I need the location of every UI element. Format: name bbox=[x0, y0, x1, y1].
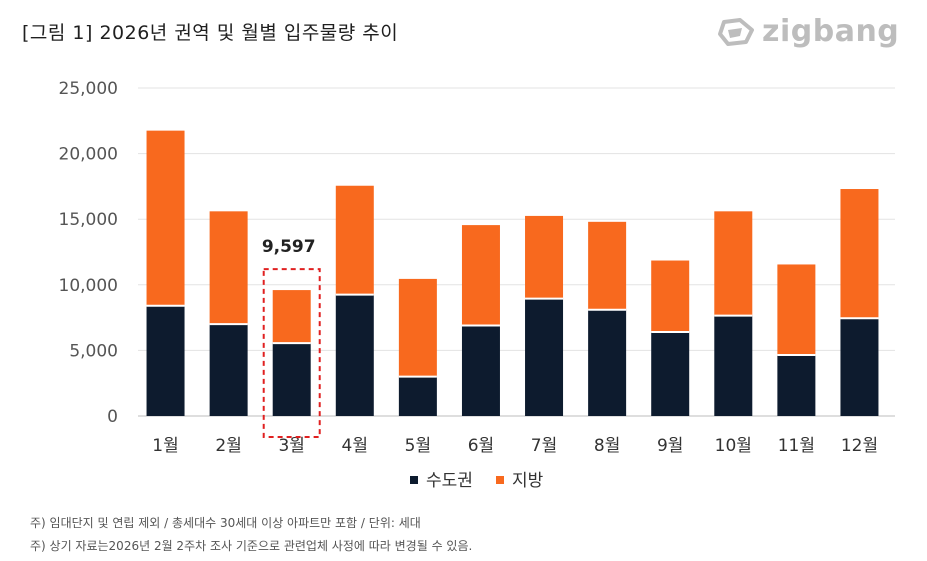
legend-swatch bbox=[410, 476, 418, 484]
bar-regional bbox=[588, 221, 627, 310]
x-tick-label: 7월 bbox=[531, 436, 557, 456]
bar-metro bbox=[588, 309, 627, 416]
bar-metro bbox=[461, 325, 500, 416]
x-tick-label: 10월 bbox=[715, 436, 752, 456]
x-tick-label: 3월 bbox=[278, 436, 304, 456]
x-tick-label: 4월 bbox=[342, 436, 368, 456]
bar-metro bbox=[714, 315, 753, 416]
y-tick-label: 10,000 bbox=[59, 276, 118, 296]
legend-label: 수도권 bbox=[426, 471, 473, 491]
bar-regional bbox=[209, 211, 248, 325]
x-tick-label: 9월 bbox=[657, 436, 683, 456]
y-tick-label: 0 bbox=[107, 407, 118, 427]
bar-metro bbox=[398, 376, 437, 416]
zigbang-logo-text: zigbang bbox=[762, 14, 900, 49]
zigbang-logo-icon bbox=[718, 17, 754, 46]
bar-regional bbox=[714, 211, 753, 316]
footnote-2: 주) 상기 자료는2026년 2월 2주차 조사 기준으로 관련업체 사정에 따… bbox=[30, 539, 473, 553]
zigbang-logo: zigbang bbox=[716, 14, 899, 49]
x-tick-label: 11월 bbox=[778, 436, 815, 456]
bar-metro bbox=[777, 354, 816, 416]
x-tick-label: 12월 bbox=[841, 436, 878, 456]
bar-metro bbox=[840, 318, 879, 416]
y-tick-label: 20,000 bbox=[59, 145, 118, 165]
bar-regional bbox=[777, 264, 816, 355]
bar-regional bbox=[335, 185, 374, 295]
highlight-box bbox=[262, 268, 321, 439]
y-tick-label: 5,000 bbox=[69, 341, 118, 361]
bar-regional bbox=[398, 278, 437, 377]
bar-regional bbox=[146, 130, 185, 306]
bar-regional bbox=[461, 225, 500, 326]
bar-metro bbox=[209, 324, 248, 416]
bar-regional bbox=[525, 215, 564, 299]
x-tick-label: 6월 bbox=[468, 436, 494, 456]
legend-swatch bbox=[496, 476, 504, 484]
footnotes: 주) 임대단지 및 연립 제외 / 총세대수 30세대 이상 아파트만 포함 /… bbox=[30, 512, 472, 558]
bar-metro bbox=[651, 332, 690, 416]
bar-metro bbox=[525, 298, 564, 416]
bar-regional bbox=[272, 290, 311, 344]
bar-metro bbox=[272, 343, 311, 416]
x-tick-label: 1월 bbox=[152, 436, 178, 456]
highlight-value-label: 9,597 bbox=[262, 237, 316, 257]
bar-regional bbox=[840, 189, 879, 319]
x-tick-label: 8월 bbox=[594, 436, 620, 456]
x-tick-label: 5월 bbox=[405, 436, 431, 456]
bar-regional bbox=[651, 260, 690, 333]
chart-title: [그림 1] 2026년 권역 및 월별 입주물량 추이 bbox=[22, 22, 399, 44]
legend-label: 지방 bbox=[512, 471, 544, 491]
stacked-bar-chart: 25,000 20,000 15,000 10,000 5,000 0 1월 2월 3월 9,59… bbox=[59, 79, 895, 491]
x-tick-label: 2월 bbox=[215, 436, 241, 456]
bar-metro bbox=[335, 294, 374, 416]
y-tick-label: 25,000 bbox=[59, 79, 118, 99]
y-tick-label: 15,000 bbox=[59, 210, 118, 230]
bar-metro bbox=[146, 305, 185, 416]
footnote-1: 주) 임대단지 및 연립 제외 / 총세대수 30세대 이상 아파트만 포함 /… bbox=[30, 516, 421, 530]
